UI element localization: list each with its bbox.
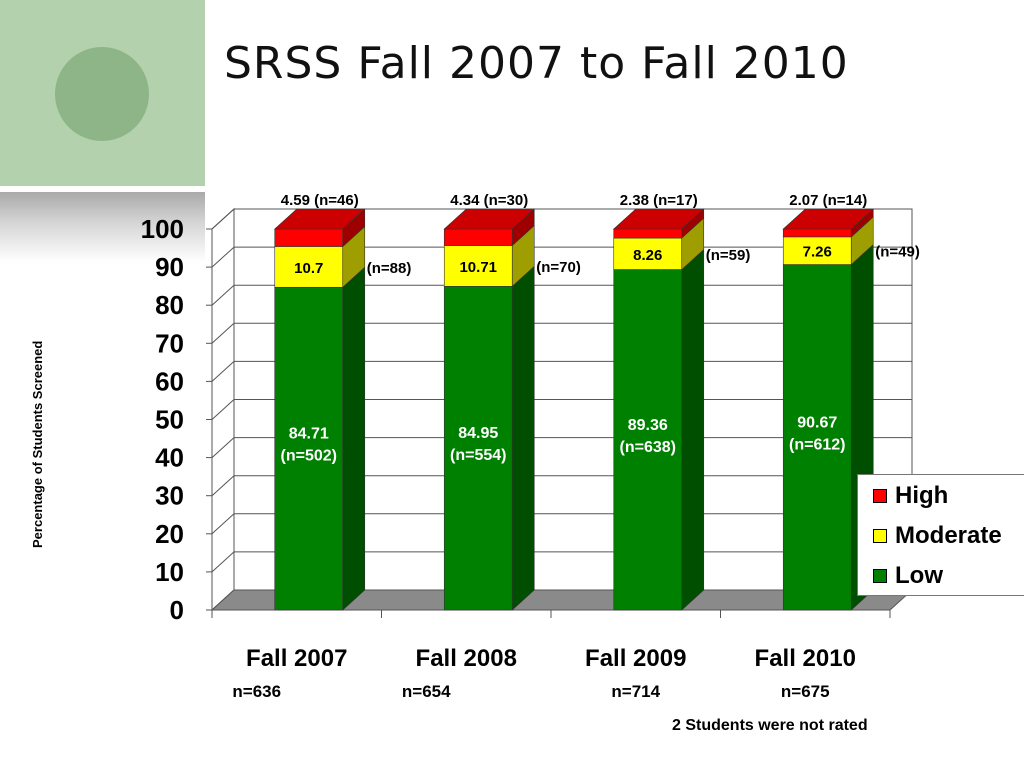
x-category-label: Fall 2010 (755, 645, 856, 672)
y-tick-label: 90 (155, 252, 184, 282)
data-label-moderate-count: (n=88) (367, 260, 412, 277)
gridline-side (211, 399, 235, 420)
bar-low-side (342, 266, 366, 611)
data-label-high: 2.38 (n=17) (620, 192, 698, 209)
footnote: 2 Students were not rated (672, 717, 868, 734)
data-label-high: 2.07 (n=14) (789, 192, 867, 209)
bar-low-front (274, 286, 344, 611)
legend-item-high: High (873, 481, 948, 511)
x-category-total: n=714 (611, 682, 660, 701)
y-tick-label: 70 (155, 328, 184, 358)
slide-title-text: SRSS Fall 2007 to Fall 2010 (224, 38, 849, 89)
gridline-side (211, 322, 235, 344)
gridline-side (211, 284, 235, 306)
bar-top-face (443, 208, 536, 230)
x-category-label: Fall 2009 (585, 645, 686, 672)
data-label-moderate-value: 10.7 (294, 260, 323, 277)
bar-top-face (612, 208, 705, 230)
x-category-label: Fall 2008 (416, 645, 517, 672)
bar-high-front (274, 228, 344, 247)
gridline-side (211, 361, 235, 382)
data-label-low-value: 84.71 (289, 426, 329, 443)
data-label-moderate-count: (n=59) (706, 247, 751, 264)
bar-low-front (782, 264, 852, 611)
y-tick-label: 20 (155, 519, 184, 549)
decor-circle (55, 47, 149, 141)
y-tick-label: 10 (155, 557, 184, 587)
legend-label-low: Low (895, 562, 943, 589)
legend-item-low: Low (873, 561, 943, 591)
bar-low-side (511, 265, 535, 611)
data-label-high: 4.34 (n=30) (450, 192, 528, 209)
bar-moderate-front (443, 245, 513, 287)
data-label-high: 4.59 (n=46) (281, 192, 359, 209)
bar-low-front (443, 286, 513, 611)
y-tick-label: 100 (141, 214, 184, 244)
data-label-low-value: 89.36 (628, 417, 668, 434)
slide-title: SRSS Fall 2007 to Fall 2010 (224, 38, 849, 89)
y-tick-label: 40 (155, 443, 184, 473)
gridline-side (211, 246, 235, 268)
x-category-label: Fall 2007 (246, 645, 347, 672)
y-tick-label: 50 (155, 405, 184, 435)
bar-low-side (681, 248, 705, 611)
data-label-low-count: (n=612) (789, 436, 845, 453)
gridline-side (211, 208, 235, 230)
bar-moderate-front (782, 236, 852, 265)
data-label-moderate-count: (n=49) (875, 244, 920, 261)
x-category-total: n=675 (781, 682, 830, 701)
bar-high-front (613, 228, 683, 239)
data-label-moderate-value: 8.26 (633, 247, 662, 264)
data-label-low-count: (n=554) (450, 447, 506, 464)
data-label-moderate-value: 10.71 (459, 259, 497, 276)
x-category-total: n=636 (232, 682, 281, 701)
y-tick-label: 80 (155, 290, 184, 320)
gridline-side (211, 551, 235, 573)
y-tick-label: 60 (155, 366, 184, 396)
bar-high-front (782, 228, 852, 238)
legend-item-moderate: Moderate (873, 521, 1002, 551)
data-label-low-value: 84.95 (458, 425, 498, 442)
gridline-side (211, 475, 235, 497)
data-label-low-value: 90.67 (797, 414, 837, 431)
data-label-moderate-count: (n=70) (536, 259, 581, 276)
bar-high-front (443, 228, 513, 246)
legend-label-high: High (895, 482, 949, 509)
bar-top-face (782, 208, 875, 230)
legend-swatch-moderate (873, 529, 887, 543)
legend-label-moderate: Moderate (895, 522, 1002, 549)
legend-swatch-high (873, 489, 887, 503)
legend-swatch-low (873, 569, 887, 583)
gridline-side (211, 513, 235, 535)
data-label-moderate-value: 7.26 (803, 244, 832, 261)
bar-top-face (273, 208, 366, 230)
chart-legend: High Moderate Low (857, 474, 1024, 596)
bar-moderate-front (613, 237, 683, 270)
y-tick-label: 30 (155, 481, 184, 511)
decor-band (0, 192, 205, 262)
gridline-side (211, 437, 235, 458)
x-category-total: n=654 (402, 682, 451, 701)
data-label-low-count: (n=502) (281, 448, 337, 465)
bar-low-front (613, 269, 683, 611)
data-label-low-count: (n=638) (620, 439, 676, 456)
y-tick-label: 0 (170, 595, 184, 625)
